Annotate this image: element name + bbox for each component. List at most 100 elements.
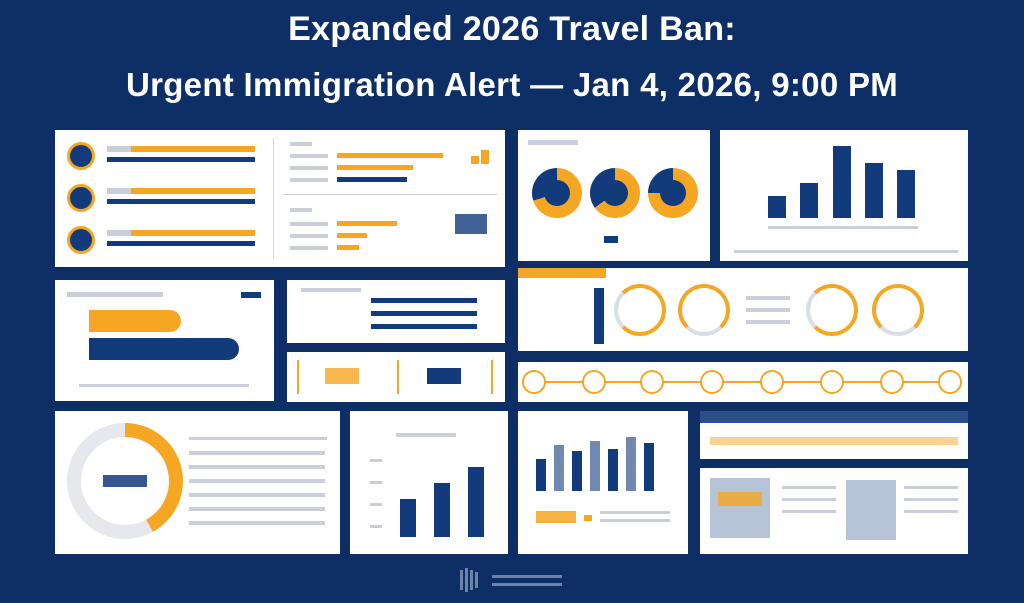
label-placeholder	[782, 486, 836, 489]
label-placeholder	[290, 178, 328, 182]
label-placeholder	[290, 142, 312, 146]
page-title-line-1: Expanded 2026 Travel Ban:	[288, 10, 736, 48]
label-placeholder	[782, 498, 836, 501]
label-placeholder	[290, 154, 328, 158]
panel-infographic	[700, 468, 968, 554]
divider	[273, 138, 274, 258]
badge	[584, 515, 592, 521]
axis-tick	[370, 481, 382, 484]
label-placeholder	[746, 296, 790, 300]
label-placeholder	[746, 320, 790, 324]
donut-hole	[602, 180, 628, 206]
label-placeholder	[189, 437, 327, 440]
chart-bar	[768, 196, 786, 218]
label-placeholder	[396, 433, 456, 437]
chart-bar	[572, 451, 582, 491]
ring-chart	[806, 284, 858, 336]
chart-bar	[468, 467, 484, 537]
bar	[107, 241, 255, 246]
bar	[337, 221, 397, 226]
panel-navy-bars	[287, 280, 505, 343]
timeline-node	[880, 370, 904, 394]
label-placeholder	[904, 510, 958, 513]
stat-placeholder	[710, 478, 770, 538]
bar	[89, 310, 181, 332]
emblem-icon	[460, 568, 562, 592]
panel-bar-chart	[720, 130, 968, 261]
sidebar-strip	[594, 288, 604, 344]
stat-placeholder	[846, 480, 896, 540]
list-item	[189, 521, 325, 525]
bar	[337, 177, 407, 182]
donut-hole	[544, 180, 570, 206]
list-item	[189, 465, 325, 469]
label-placeholder	[782, 510, 836, 513]
chart-bar	[554, 445, 564, 491]
label-placeholder	[528, 140, 578, 145]
label-placeholder	[290, 166, 328, 170]
stat-placeholder	[536, 511, 576, 523]
label-placeholder	[746, 308, 790, 312]
circle-icon	[67, 226, 95, 254]
timeline-node	[760, 370, 784, 394]
bar	[337, 165, 413, 170]
label-placeholder	[604, 236, 618, 243]
list-item	[189, 507, 325, 511]
timeline-node	[582, 370, 606, 394]
ring-chart	[614, 284, 666, 336]
label-placeholder	[600, 519, 670, 522]
label-placeholder	[301, 288, 361, 292]
chart-bar	[400, 499, 416, 537]
timeline-line	[530, 381, 956, 383]
panel-icon-strip	[700, 411, 968, 459]
panel-rings	[518, 268, 968, 351]
divider	[297, 360, 299, 394]
chart-bar	[626, 437, 636, 491]
stat-placeholder	[325, 368, 359, 384]
label-placeholder	[600, 511, 670, 514]
chart-bar	[608, 449, 618, 491]
donut-hole	[660, 180, 686, 206]
label-placeholder	[290, 222, 328, 226]
bar	[337, 233, 367, 238]
chart-bar	[800, 183, 818, 218]
icon-placeholder	[241, 292, 261, 298]
bar	[107, 146, 255, 152]
chart-bar	[434, 483, 450, 537]
chart-bar	[536, 459, 546, 491]
label-placeholder	[290, 208, 312, 212]
panel-icon-bars	[55, 130, 505, 267]
label-placeholder	[290, 234, 328, 238]
circle-icon	[67, 142, 95, 170]
panel-stats	[287, 352, 505, 402]
divider	[491, 360, 493, 394]
panel-timeline	[518, 362, 968, 402]
timeline-node	[522, 370, 546, 394]
stat-placeholder	[103, 475, 147, 487]
panel-horizontal-bars	[55, 280, 274, 401]
bar	[371, 324, 477, 329]
chart-bar	[865, 163, 883, 218]
bar	[107, 230, 255, 236]
axis-tick	[370, 459, 382, 462]
ring-chart	[872, 284, 924, 336]
footer-logo	[456, 566, 576, 596]
bar	[107, 199, 255, 204]
bar	[89, 338, 239, 360]
legend-placeholder	[734, 250, 958, 253]
bar	[107, 146, 131, 152]
bar	[471, 156, 479, 164]
page-title-line-2: Urgent Immigration Alert — Jan 4, 2026, …	[125, 66, 899, 103]
timeline-node	[640, 370, 664, 394]
list-item	[189, 479, 325, 483]
legend-placeholder	[79, 384, 249, 387]
bar	[337, 245, 359, 250]
ring-chart	[678, 284, 730, 336]
axis-label-placeholder	[768, 226, 918, 229]
chart-bar	[590, 441, 600, 491]
label-placeholder	[904, 498, 958, 501]
divider	[283, 194, 497, 195]
header-bar	[518, 268, 606, 278]
label-placeholder	[67, 292, 163, 297]
bar	[107, 157, 255, 162]
